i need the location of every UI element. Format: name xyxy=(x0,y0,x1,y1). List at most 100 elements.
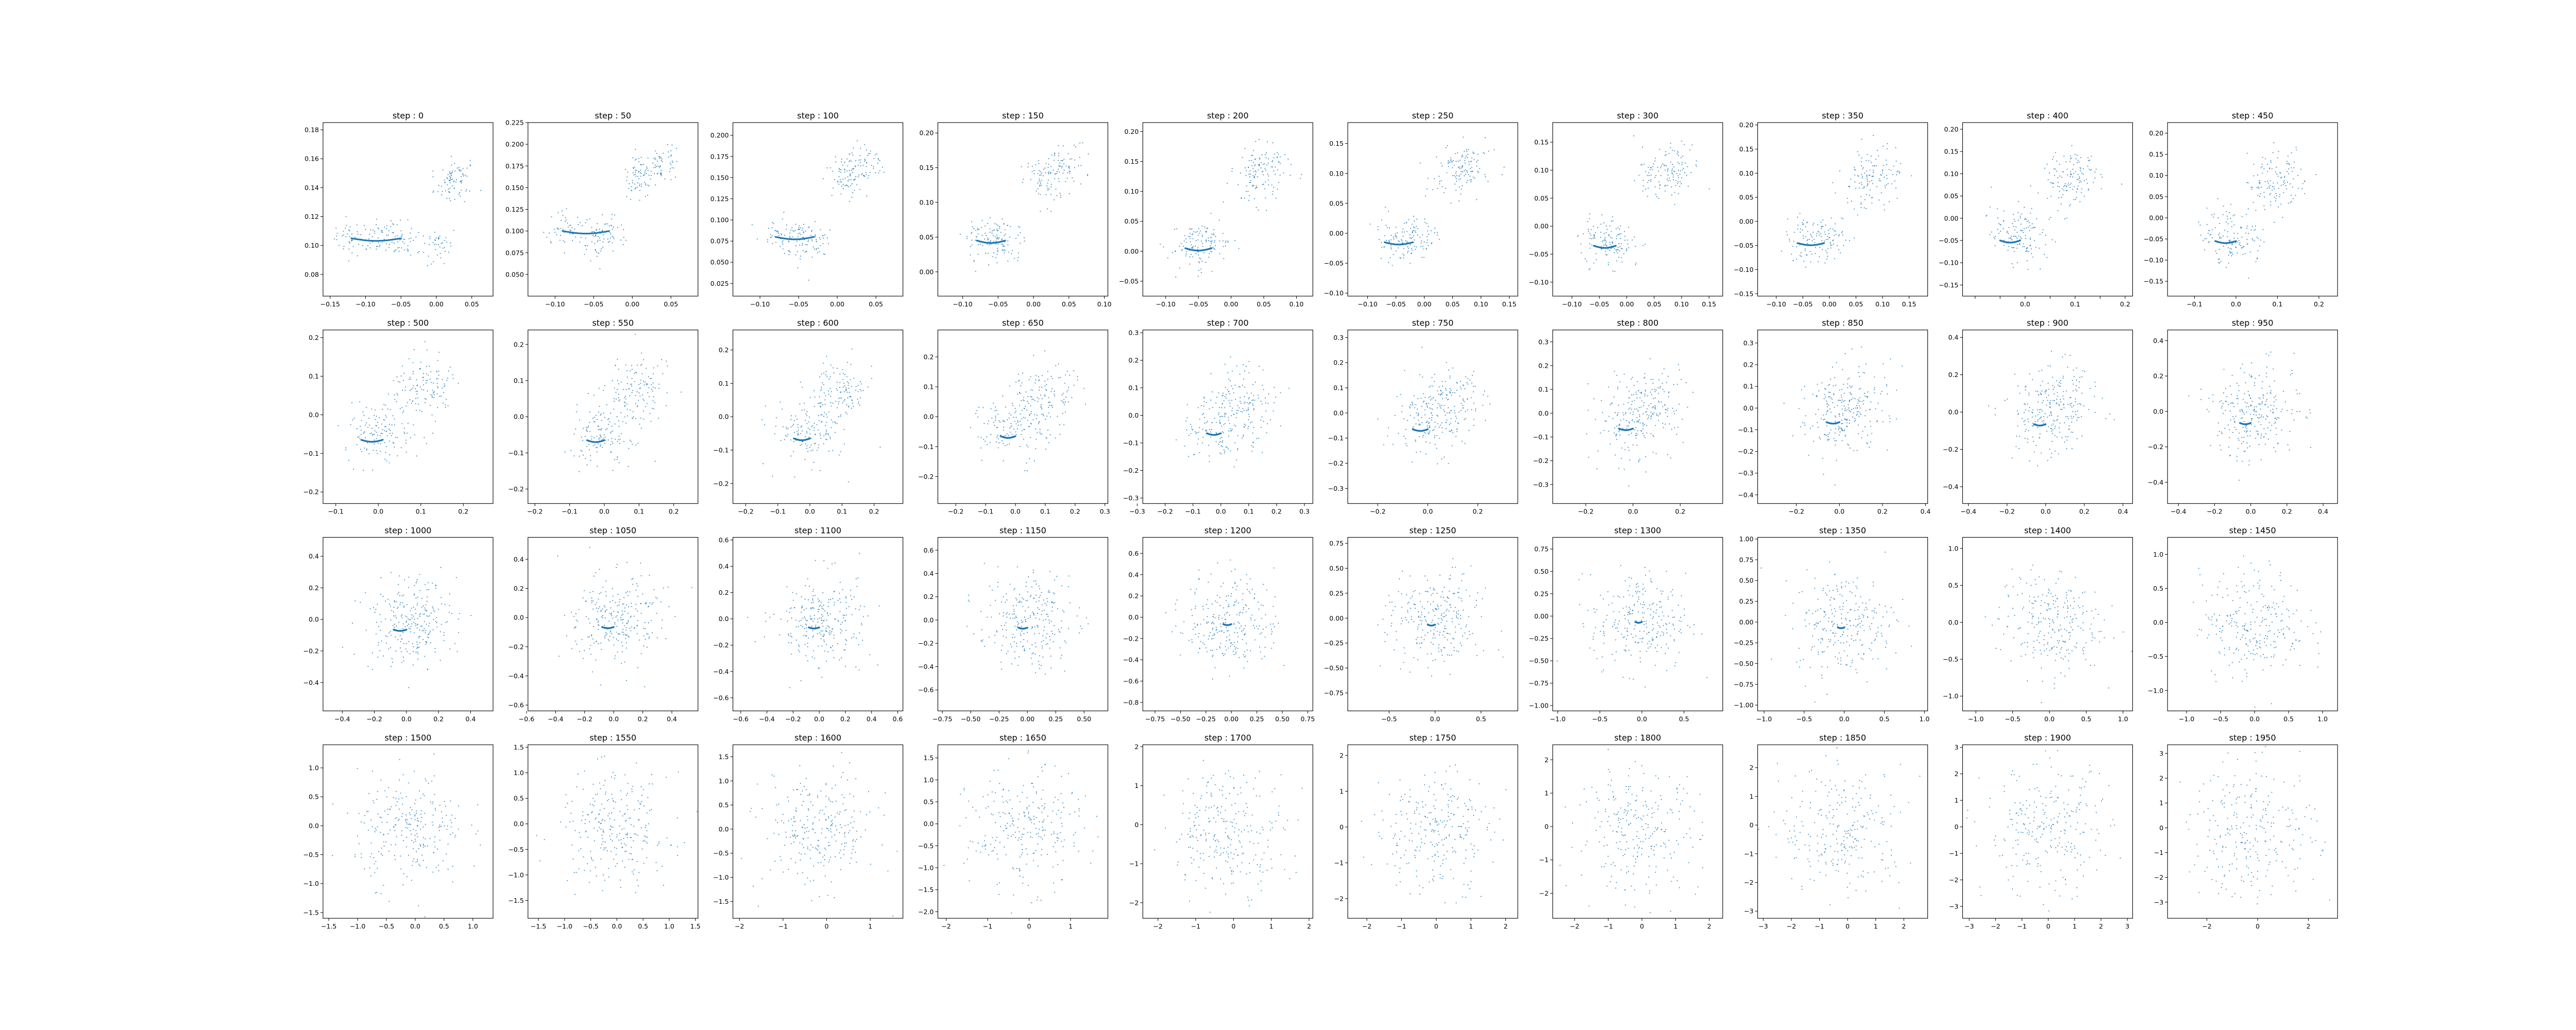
scatter-point xyxy=(1683,167,1684,169)
scatter-point xyxy=(1019,420,1021,422)
scatter-point xyxy=(1804,248,1806,250)
scatter-point xyxy=(793,432,795,433)
scatter-point xyxy=(1675,185,1676,186)
scatter-point xyxy=(584,458,586,459)
scatter-point xyxy=(591,438,592,440)
scatter-point xyxy=(1200,258,1201,260)
scatter-point xyxy=(2016,237,2018,239)
scatter-point xyxy=(1209,408,1210,409)
scatter-point xyxy=(1872,134,1874,136)
scatter-point xyxy=(771,227,773,229)
scatter-point xyxy=(1458,179,1460,180)
scatter-point xyxy=(1478,171,1479,173)
scatter-point xyxy=(1589,247,1591,249)
scatter-point xyxy=(660,170,662,171)
scatter-point xyxy=(1253,177,1256,179)
subplot: step : 550−0.2 −0.1 0.0 0.1 0.2−0.2−0.10.00.… xyxy=(508,318,699,516)
x-tick-label: 0.10 xyxy=(1474,300,1488,308)
scatter-point xyxy=(397,241,399,243)
scatter-point xyxy=(2061,188,2063,190)
scatter-point xyxy=(2026,250,2028,252)
scatter-point xyxy=(1191,228,1193,230)
scatter-point xyxy=(643,164,645,165)
scatter-point xyxy=(1210,241,1211,242)
scatter-point xyxy=(1378,238,1380,241)
scatter-point xyxy=(1588,218,1590,219)
scatter-point xyxy=(777,231,779,233)
scatter-point xyxy=(988,264,990,266)
scatter-point xyxy=(440,257,442,259)
scatter-point xyxy=(829,436,831,438)
scatter-point xyxy=(978,229,980,230)
scatter-point xyxy=(1871,202,1873,204)
y-tick-label: 0.05 xyxy=(1534,194,1549,202)
scatter-point xyxy=(2075,171,2076,173)
scatter-point xyxy=(2071,157,2072,159)
scatter-point xyxy=(1040,174,1042,176)
y-tick-label: 0.10 xyxy=(304,242,319,249)
scatter-point xyxy=(782,248,784,250)
scatter-point xyxy=(812,425,814,426)
scatter-point xyxy=(391,424,393,426)
y-tick-label: 0.2 xyxy=(924,353,934,360)
scatter-point xyxy=(1805,236,1806,237)
scatter-point xyxy=(971,232,973,233)
scatter-point xyxy=(400,239,402,241)
scatter-point xyxy=(393,224,395,225)
scatter-point xyxy=(1380,258,1382,259)
scatter-point xyxy=(436,371,438,372)
scatter-point xyxy=(394,250,396,251)
scatter-point xyxy=(1238,248,1240,249)
scatter-point xyxy=(1648,166,1649,168)
scatter-point xyxy=(343,248,344,250)
scatter-point xyxy=(1989,206,1991,208)
scatter-point xyxy=(396,437,398,439)
scatter-point xyxy=(1861,176,1863,177)
scatter-point xyxy=(767,241,768,243)
scatter-point xyxy=(1047,430,1049,431)
scatter-point xyxy=(675,147,677,149)
scatter-point xyxy=(867,177,869,179)
scatter-point xyxy=(612,242,613,244)
scatter-point xyxy=(2020,230,2022,231)
scatter-point xyxy=(1056,195,1058,197)
scatter-point xyxy=(1462,166,1463,168)
scatter-point xyxy=(625,398,626,400)
scatter-point xyxy=(2206,237,2207,239)
scatter-point xyxy=(648,387,650,388)
scatter-point xyxy=(469,164,471,166)
scatter-point xyxy=(2289,183,2291,185)
x-tick-label: 0.0 xyxy=(599,508,609,516)
scatter-point xyxy=(1035,448,1037,450)
scatter-point xyxy=(1229,402,1231,404)
scatter-point xyxy=(2079,167,2081,168)
scatter-point xyxy=(629,183,630,184)
scatter-point xyxy=(1655,175,1657,177)
scatter-point xyxy=(631,365,633,366)
scatter-point xyxy=(846,185,849,186)
scatter-point xyxy=(1035,382,1036,384)
scatter-point xyxy=(1787,218,1789,220)
scatter-point xyxy=(1884,185,1886,186)
scatter-point xyxy=(409,376,411,378)
scatter-point xyxy=(573,433,575,435)
scatter-point xyxy=(447,178,448,179)
scatter-point xyxy=(1049,416,1051,418)
scatter-point xyxy=(596,436,598,437)
scatter-point xyxy=(2008,227,2010,229)
scatter-point xyxy=(823,416,825,417)
scatter-point xyxy=(1426,248,1427,249)
scatter-point xyxy=(435,239,436,241)
scatter-point xyxy=(1413,215,1415,217)
scatter-point xyxy=(1195,253,1197,254)
scatter-point xyxy=(1476,161,1478,163)
scatter-point xyxy=(2079,177,2080,179)
scatter-point xyxy=(1185,253,1187,255)
scatter-point xyxy=(2052,159,2054,160)
scatter-point xyxy=(2260,193,2261,195)
scatter-point xyxy=(649,413,651,414)
scatter-point xyxy=(1020,392,1021,394)
scatter-point xyxy=(1073,370,1075,371)
scatter-point xyxy=(1001,243,1003,245)
scatter-point xyxy=(859,389,861,390)
